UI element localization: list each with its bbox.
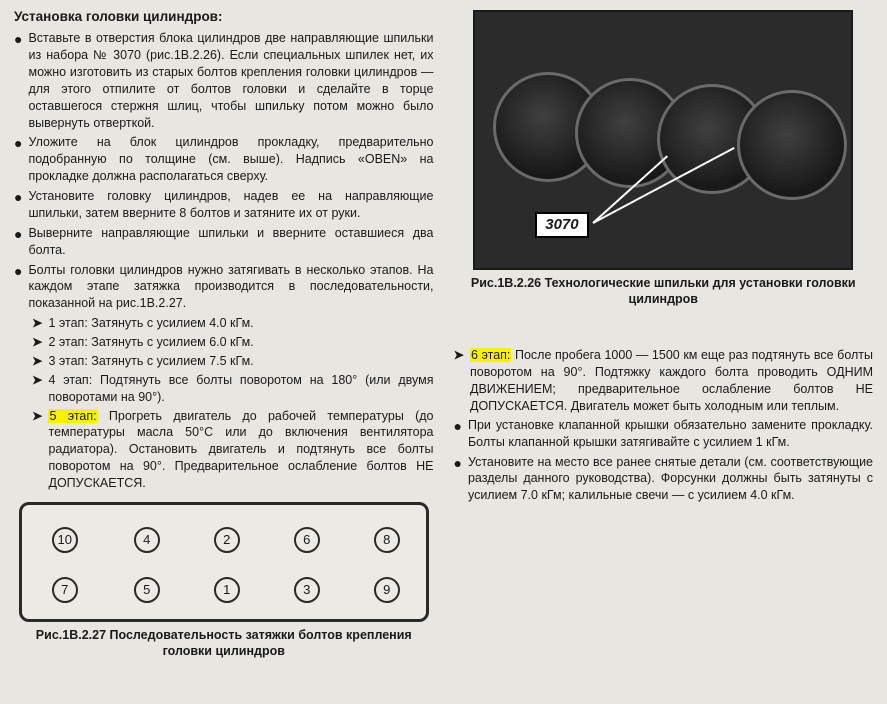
bullet-item: ● При установке клапанной крышки обязате… [454,417,874,451]
bullet-text: Вставьте в отверстия блока цилиндров две… [28,30,433,131]
figure-caption-226: Рис.1В.2.26 Технологические шпильки для … [454,276,874,307]
sub-text: 6 этап: После пробега 1000 — 1500 км еще… [470,347,873,415]
highlight-step6: 6 этап: [470,348,511,362]
sub-step: ➤ 1 этап: Затянуть с усилием 4.0 кГм. [32,315,434,332]
sub-step: ➤ 6 этап: После пробега 1000 — 1500 км е… [454,347,874,415]
bullet-item: ● Выверните направляющие шпильки и вверн… [14,225,434,259]
figure-caption-227: Рис.1В.2.27 Последовательность затяжки б… [14,628,434,659]
sub-step: ➤ 4 этап: Подтянуть все болты поворотом … [32,372,434,406]
sub-text: 1 этап: Затянуть с усилием 4.0 кГм. [48,315,433,332]
bullet-item: ● Болты головки цилиндров нужно затягива… [14,262,434,313]
step6-rest: После пробега 1000 — 1500 км еще раз под… [470,348,873,413]
bolt-circle: 9 [374,577,400,603]
photo-figure-226: 3070 [473,10,853,270]
sub-step: ➤ 5 этап: Прогреть двигатель до рабочей … [32,408,434,492]
arrow-icon: ➤ [32,408,42,492]
arrow-icon: ➤ [454,347,464,415]
cylinder-bore [737,90,847,200]
bullet-dot: ● [14,264,22,313]
bolt-circle: 2 [214,527,240,553]
bullet-text: При установке клапанной крышки обязатель… [468,417,873,451]
bolt-circle: 10 [52,527,78,553]
sub-text: 5 этап: Прогреть двигатель до рабочей те… [48,408,433,492]
bolt-circle: 1 [214,577,240,603]
bullet-dot: ● [14,190,22,222]
bullet-dot: ● [14,136,22,185]
bullet-text: Выверните направляющие шпильки и ввернит… [28,225,433,259]
bullet-text: Установите на место все ранее снятые дет… [468,454,873,505]
bolt-circle: 8 [374,527,400,553]
photo-label-3070: 3070 [535,212,588,238]
step5-rest: Прогреть двигатель до рабочей температур… [48,409,433,491]
sub-text: 2 этап: Затянуть с усилием 6.0 кГм. [48,334,433,351]
bolt-sequence-diagram: 10 4 2 6 8 7 5 1 3 9 [19,502,429,622]
bullet-dot: ● [454,419,462,451]
bolt-circle: 5 [134,577,160,603]
bullet-text: Болты головки цилиндров нужно затягивать… [28,262,433,313]
arrow-icon: ➤ [32,315,42,332]
bullet-dot: ● [14,227,22,259]
bullet-dot: ● [14,32,22,131]
sub-text: 3 этап: Затянуть с усилием 7.5 кГм. [48,353,433,370]
bullet-item: ● Установите на место все ранее снятые д… [454,454,874,505]
arrow-icon: ➤ [32,334,42,351]
bolt-circle: 4 [134,527,160,553]
highlight-step5: 5 этап: [48,409,97,423]
sub-step: ➤ 3 этап: Затянуть с усилием 7.5 кГм. [32,353,434,370]
bullet-text: Уложите на блок цилиндров прокладку, пре… [28,134,433,185]
sub-step: ➤ 2 этап: Затянуть с усилием 6.0 кГм. [32,334,434,351]
bullet-item: ● Установите головку цилиндров, надев ее… [14,188,434,222]
left-column: Установка головки цилиндров: ● Вставьте … [4,4,444,700]
sub-text: 4 этап: Подтянуть все болты поворотом на… [48,372,433,406]
bolt-circle: 6 [294,527,320,553]
bullet-item: ● Вставьте в отверстия блока цилиндров д… [14,30,434,131]
arrow-icon: ➤ [32,372,42,406]
bullet-text: Установите головку цилиндров, надев ее н… [28,188,433,222]
section-heading: Установка головки цилиндров: [14,8,434,26]
arrow-icon: ➤ [32,353,42,370]
bolt-circle: 3 [294,577,320,603]
bullet-dot: ● [454,456,462,505]
bolt-circle: 7 [52,577,78,603]
bullet-item: ● Уложите на блок цилиндров прокладку, п… [14,134,434,185]
right-column: 3070 Рис.1В.2.26 Технологические шпильки… [444,4,884,700]
